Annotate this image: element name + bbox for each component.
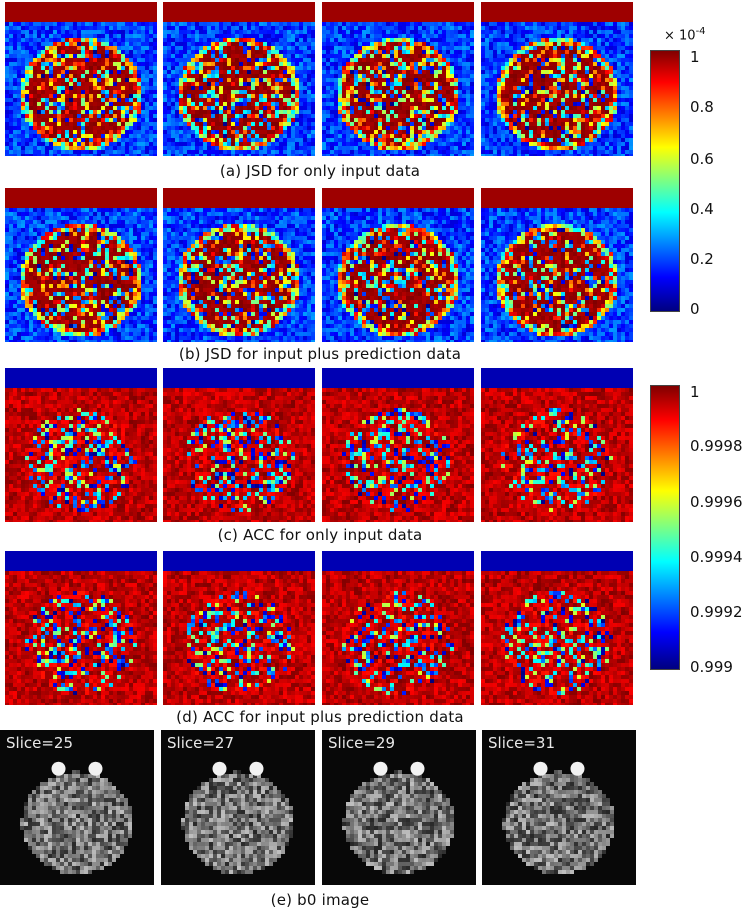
jsd-colorbar (650, 50, 680, 312)
b0-slice-31: Slice=31 (482, 730, 636, 885)
acc-pred-slice-31 (481, 551, 633, 705)
jsd-tick-0.8: 0.8 (690, 98, 714, 116)
jsd-input-slice-31 (481, 2, 633, 156)
jsd-colorbar-exponent: -4 (696, 26, 706, 37)
slice-label-31: Slice=31 (488, 734, 555, 752)
caption-d: (d) ACC for input plus prediction data (0, 708, 640, 726)
acc-tick-0.9996: 0.9996 (690, 493, 743, 511)
acc-input-slice-25 (5, 368, 157, 522)
jsd-input-slice-27 (163, 2, 315, 156)
acc-input-slice-29 (322, 368, 474, 522)
slice-label-27: Slice=27 (167, 734, 234, 752)
caption-a: (a) JSD for only input data (0, 162, 640, 180)
jsd-pred-slice-31 (481, 188, 633, 342)
acc-pred-slice-27 (163, 551, 315, 705)
b0-slice-25: Slice=25 (0, 730, 154, 885)
jsd-input-slice-25 (5, 2, 157, 156)
jsd-tick-0.6: 0.6 (690, 150, 714, 168)
caption-b: (b) JSD for input plus prediction data (0, 345, 640, 363)
caption-e: (e) b0 image (0, 891, 640, 909)
jsd-tick-0.4: 0.4 (690, 200, 714, 218)
caption-c: (c) ACC for only input data (0, 526, 640, 544)
jsd-pred-slice-29 (322, 188, 474, 342)
jsd-colorbar-multiplier: × 10-4 (664, 26, 706, 43)
jsd-tick-1: 1 (690, 48, 700, 66)
b0-slice-29: Slice=29 (322, 730, 476, 885)
slice-label-29: Slice=29 (328, 734, 395, 752)
jsd-tick-0: 0 (690, 300, 700, 318)
jsd-input-slice-29 (322, 2, 474, 156)
acc-input-slice-31 (481, 368, 633, 522)
b0-slice-27: Slice=27 (161, 730, 315, 885)
jsd-pred-slice-25 (5, 188, 157, 342)
acc-input-slice-27 (163, 368, 315, 522)
acc-tick-0.9992: 0.9992 (690, 603, 743, 621)
acc-colorbar (650, 385, 680, 670)
acc-tick-0.999: 0.999 (690, 658, 733, 676)
jsd-tick-0.2: 0.2 (690, 250, 714, 268)
acc-pred-slice-25 (5, 551, 157, 705)
acc-tick-0.9994: 0.9994 (690, 548, 743, 566)
acc-pred-slice-29 (322, 551, 474, 705)
acc-tick-0.9998: 0.9998 (690, 437, 743, 455)
slice-label-25: Slice=25 (6, 734, 73, 752)
jsd-pred-slice-27 (163, 188, 315, 342)
acc-tick-1: 1 (690, 383, 700, 401)
